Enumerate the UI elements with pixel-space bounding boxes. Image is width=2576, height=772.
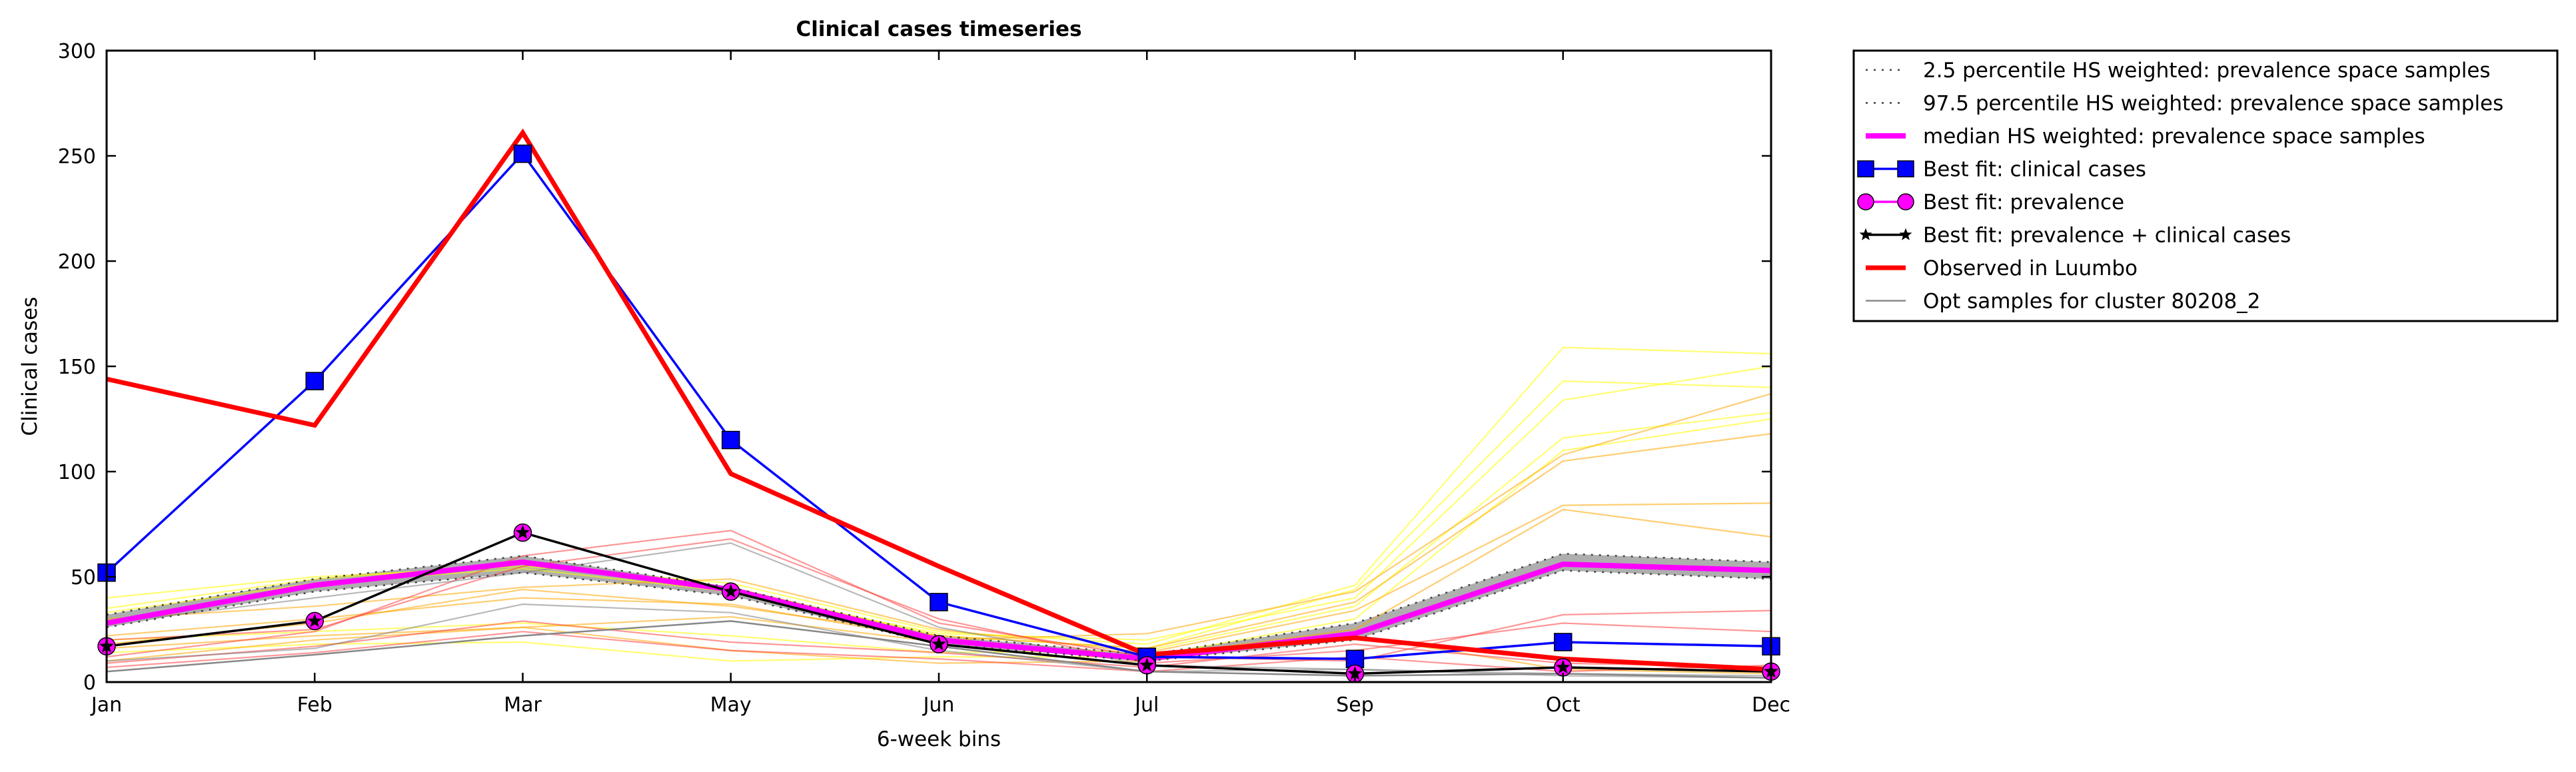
combined-fit-marker bbox=[1555, 659, 1571, 674]
legend-label: 2.5 percentile HS weighted: prevalence s… bbox=[1923, 59, 2491, 83]
legend-label: Best fit: prevalence + clinical cases bbox=[1923, 224, 2291, 248]
sample-lines bbox=[106, 346, 1772, 679]
x-tick-label: Jun bbox=[922, 693, 955, 717]
series-line-7 bbox=[106, 128, 1772, 672]
clinical-cases-marker bbox=[930, 593, 948, 611]
combined-fit-marker bbox=[723, 583, 738, 598]
combined-fit-marker bbox=[307, 613, 322, 627]
sample-line-14 bbox=[106, 631, 1772, 673]
clinical-cases-marker bbox=[722, 430, 740, 450]
plot-area: 0 50 100 150 200 250 300 Jan Feb Mar May Jun Jul Sep O… bbox=[58, 40, 1790, 717]
legend-label: Opt samples for cluster 80208_2 bbox=[1923, 290, 2260, 314]
y-tick-label: 100 bbox=[58, 461, 96, 484]
legend-label: Observed in Luumbo bbox=[1923, 256, 2138, 280]
legend-marker bbox=[1897, 160, 1914, 178]
x-axis-title: 6-week bins bbox=[877, 727, 1001, 751]
legend-items: 2.5 percentile HS weighted: prevalence s… bbox=[1857, 59, 2503, 314]
sample-line-10 bbox=[106, 626, 1772, 675]
axis-ticks: 0 50 100 150 200 250 300 Jan Feb Mar May Jun Jul Sep O… bbox=[58, 40, 1790, 717]
legend-marker bbox=[1859, 228, 1872, 240]
x-tick-label: Jan bbox=[90, 693, 122, 717]
x-tick-label: May bbox=[710, 693, 752, 717]
x-tick-label: Oct bbox=[1546, 693, 1581, 717]
series-line-2 bbox=[106, 552, 1772, 656]
series-markers bbox=[97, 145, 1780, 683]
legend-marker bbox=[1899, 228, 1912, 240]
x-tick-label: Sep bbox=[1336, 693, 1374, 717]
legend-label: 97.5 percentile HS weighted: prevalence … bbox=[1923, 92, 2503, 116]
legend-marker bbox=[1897, 193, 1914, 210]
clinical-cases-marker bbox=[305, 372, 324, 390]
y-tick-label: 50 bbox=[71, 566, 96, 589]
clinical-cases-marker bbox=[513, 145, 532, 163]
legend: 2.5 percentile HS weighted: prevalence s… bbox=[1852, 49, 2559, 322]
sample-line-11 bbox=[106, 530, 1772, 662]
legend-label: Best fit: prevalence bbox=[1923, 191, 2124, 214]
series-line-1 bbox=[106, 570, 1772, 662]
clinical-cases-marker bbox=[1554, 633, 1573, 651]
x-tick-label: Dec bbox=[1752, 693, 1790, 717]
x-tick-label: Mar bbox=[504, 693, 542, 717]
legend-marker bbox=[1857, 193, 1874, 210]
y-tick-label: 300 bbox=[58, 40, 96, 63]
combined-fit-marker bbox=[932, 636, 946, 651]
y-tick-label: 250 bbox=[58, 145, 96, 169]
y-tick-label: 0 bbox=[83, 671, 96, 695]
legend-label: Best fit: clinical cases bbox=[1923, 158, 2146, 182]
chart-title: Clinical cases timeseries bbox=[796, 17, 1081, 41]
y-tick-label: 200 bbox=[58, 250, 96, 274]
legend-marker bbox=[1857, 160, 1874, 178]
legend-label: median HS weighted: prevalence space sam… bbox=[1923, 125, 2425, 149]
combined-fit-marker bbox=[515, 525, 530, 539]
y-axis-title: Clinical cases bbox=[18, 296, 42, 436]
x-tick-label: Jul bbox=[1133, 693, 1159, 717]
y-tick-label: 150 bbox=[58, 356, 96, 379]
sample-line-5 bbox=[106, 418, 1772, 662]
sample-line-12 bbox=[106, 538, 1772, 664]
combined-fit-marker bbox=[1139, 657, 1155, 671]
sample-line-8 bbox=[106, 502, 1772, 653]
sample-line-15 bbox=[106, 542, 1772, 677]
legend-box bbox=[1852, 49, 2559, 322]
x-tick-label: Feb bbox=[297, 693, 332, 717]
